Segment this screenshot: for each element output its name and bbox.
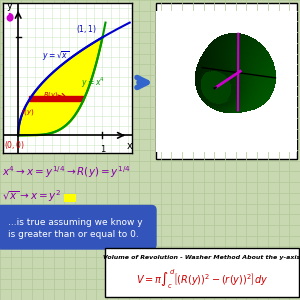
Text: $(0, 0)$: $(0, 0)$	[4, 139, 25, 151]
Text: $y = \sqrt{x}$: $y = \sqrt{x}$	[42, 50, 69, 63]
Text: 1: 1	[100, 145, 105, 154]
Text: $r(y)$: $r(y)$	[21, 107, 34, 117]
Text: $R(y)$: $R(y)$	[44, 90, 59, 100]
FancyBboxPatch shape	[105, 248, 298, 297]
Text: $V = \pi \int_c^d \left[(R(y))^2 - (r(y))^2\right] dy$: $V = \pi \int_c^d \left[(R(y))^2 - (r(y)…	[136, 267, 268, 291]
Text: is greater than or equal to 0.: is greater than or equal to 0.	[8, 230, 138, 239]
Text: Volume of Revolution - Washer Method About the y-axis: Volume of Revolution - Washer Method Abo…	[103, 255, 300, 260]
Text: $\sqrt{x} \rightarrow x = y^2$: $\sqrt{x} \rightarrow x = y^2$	[2, 189, 61, 204]
Text: $y = x^4$: $y = x^4$	[81, 76, 106, 90]
Text: $(1,1)$: $(1,1)$	[76, 23, 96, 35]
Text: ...is true assuming we know y: ...is true assuming we know y	[8, 218, 142, 226]
FancyBboxPatch shape	[0, 206, 156, 249]
FancyBboxPatch shape	[64, 194, 76, 202]
Text: y: y	[7, 1, 12, 11]
Text: $x^4 \rightarrow x = y^{1/4} \rightarrow R(y) = y^{1/4}$: $x^4 \rightarrow x = y^{1/4} \rightarrow…	[2, 165, 130, 180]
Text: x: x	[127, 141, 132, 151]
